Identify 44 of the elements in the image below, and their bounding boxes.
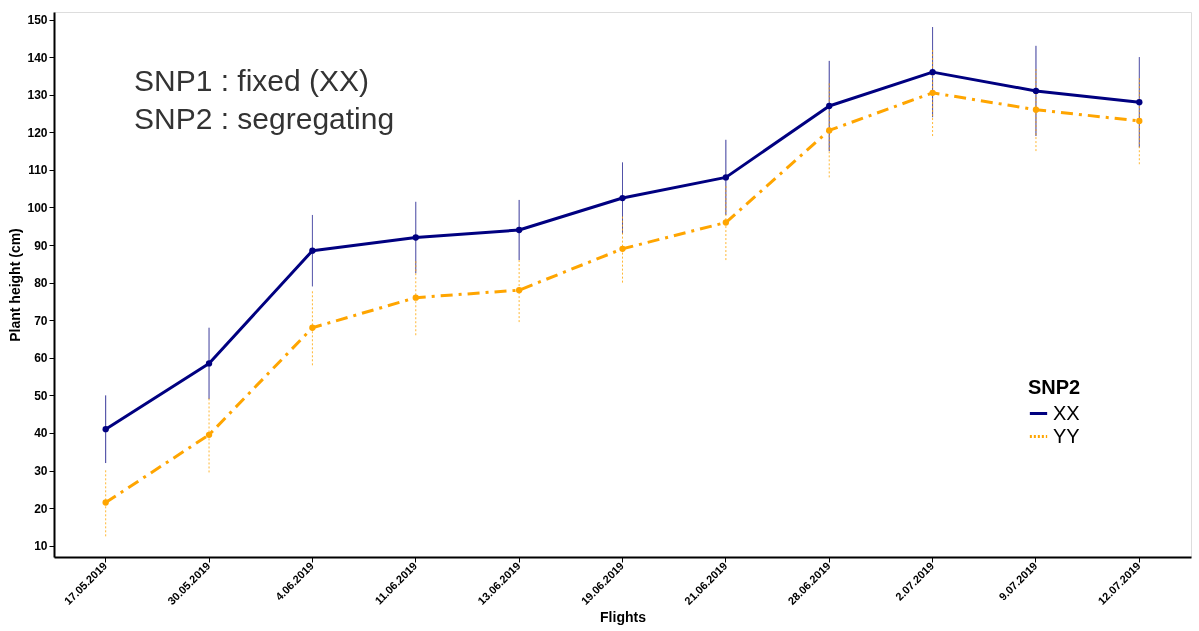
point [929,68,936,76]
point [102,499,109,506]
y-tick-label: 140 [27,50,48,65]
point [1032,87,1040,95]
y-tick-label: 130 [27,88,48,103]
y-tick-label: 100 [27,200,48,215]
point [205,360,213,367]
point [1032,106,1040,113]
x-axis-title: Flights [600,608,647,625]
point [515,286,523,294]
legend-label: XX [1053,401,1080,424]
point [722,219,730,226]
y-tick-label: 20 [34,501,48,516]
point [309,324,316,331]
point [515,226,523,234]
point [205,431,213,438]
point [619,194,626,202]
y-tick-label: 90 [34,238,48,253]
point [619,245,626,252]
point [929,89,936,96]
y-tick-label: 120 [27,125,48,140]
point [309,247,316,254]
y-tick-label: 150 [27,13,48,28]
point [412,234,419,241]
y-tick-label: 30 [34,464,48,479]
y-tick-label: 70 [34,313,48,328]
annotation: SNP2 : segregating [134,102,395,135]
y-tick-label: 60 [34,351,48,366]
annotation: SNP1 : fixed (XX) [134,64,370,97]
y-tick-label: 80 [34,276,48,291]
point [1136,117,1143,125]
y-tick-label: 50 [34,388,48,403]
legend-label: YY [1053,424,1080,447]
point [826,127,833,134]
y-tick-label: 110 [28,163,48,178]
legend-title: SNP2 [1028,376,1081,398]
y-axis-title: Plant height (cm) [7,228,24,342]
y-tick-label: 10 [34,539,48,554]
point [102,426,109,433]
y-tick-label: 40 [34,426,48,441]
point [1136,99,1143,106]
point [412,294,419,301]
point [722,174,730,181]
point [826,102,833,110]
